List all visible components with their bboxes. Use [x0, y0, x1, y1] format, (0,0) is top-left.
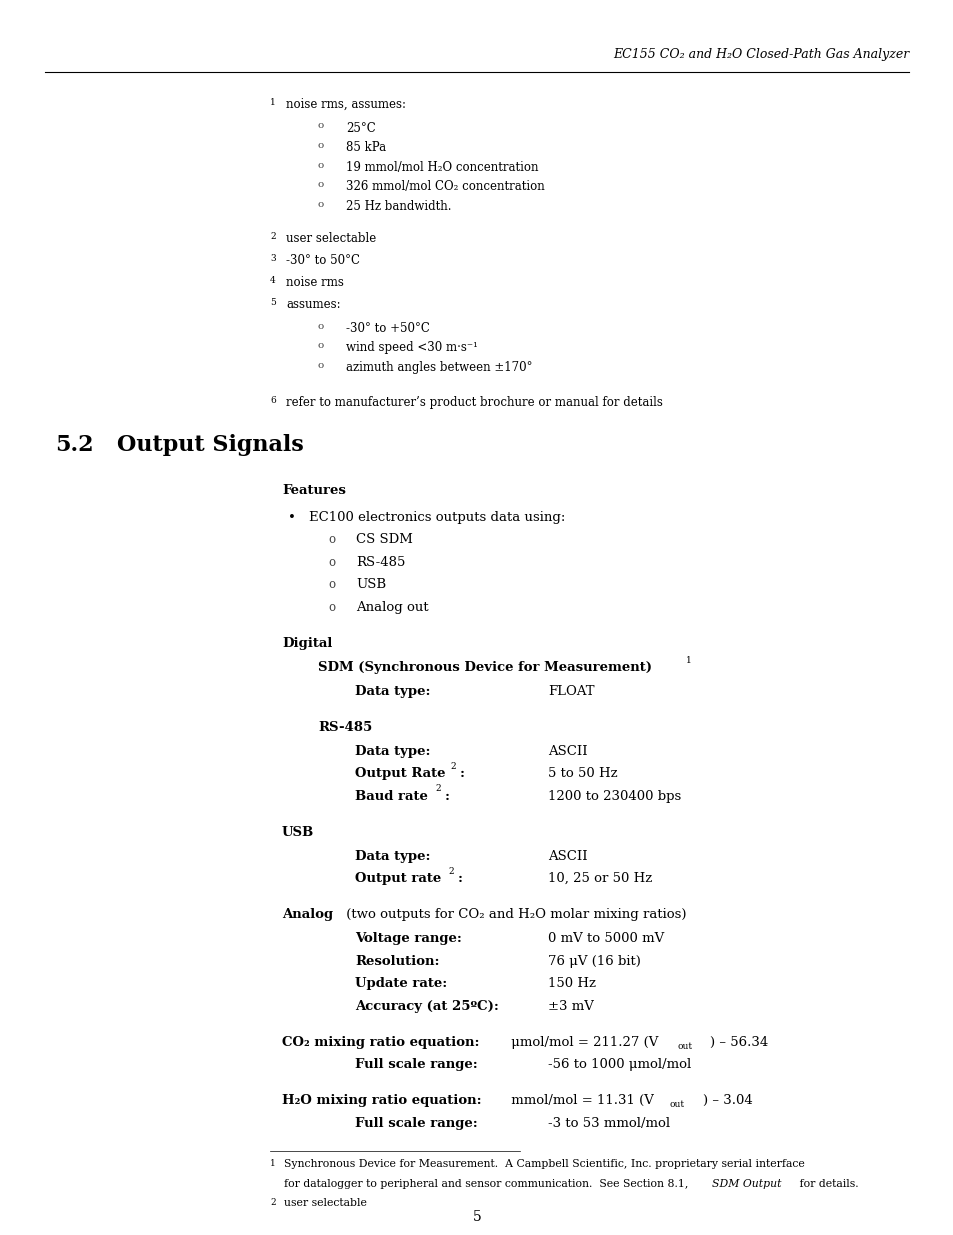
Text: azimuth angles between ±170°: azimuth angles between ±170°: [346, 361, 532, 374]
Text: out: out: [669, 1100, 684, 1109]
Text: 76 μV (16 bit): 76 μV (16 bit): [547, 955, 640, 967]
Text: H₂O mixing ratio equation:: H₂O mixing ratio equation:: [282, 1094, 481, 1107]
Text: Data type:: Data type:: [355, 684, 430, 698]
Text: :: :: [457, 872, 462, 885]
Text: Full scale range:: Full scale range:: [355, 1058, 477, 1071]
Text: -3 to 53 mmol/mol: -3 to 53 mmol/mol: [547, 1116, 669, 1130]
Text: 25°C: 25°C: [346, 121, 375, 135]
Text: 1: 1: [270, 1158, 275, 1167]
Text: Analog: Analog: [282, 908, 333, 921]
Text: o: o: [317, 121, 324, 131]
Text: ASCII: ASCII: [547, 745, 587, 757]
Text: o: o: [328, 556, 335, 568]
Text: 1: 1: [685, 656, 691, 664]
Text: 5 to 50 Hz: 5 to 50 Hz: [547, 767, 617, 781]
Text: 1: 1: [270, 98, 275, 107]
Text: RS-485: RS-485: [317, 720, 372, 734]
Text: ASCII: ASCII: [547, 850, 587, 862]
Text: 85 kPa: 85 kPa: [346, 141, 386, 154]
Text: o: o: [317, 161, 324, 169]
Text: Baud rate: Baud rate: [355, 789, 428, 803]
Text: user selectable: user selectable: [284, 1198, 367, 1208]
Text: Output Signals: Output Signals: [117, 433, 303, 456]
Text: Data type:: Data type:: [355, 745, 430, 757]
Text: user selectable: user selectable: [286, 232, 375, 246]
Text: RS-485: RS-485: [355, 556, 405, 568]
Text: 2: 2: [270, 1198, 275, 1207]
Text: wind speed <30 m·s⁻¹: wind speed <30 m·s⁻¹: [346, 341, 477, 354]
Text: for details.: for details.: [795, 1178, 858, 1188]
Text: Full scale range:: Full scale range:: [355, 1116, 477, 1130]
Text: :: :: [459, 767, 464, 781]
Text: :: :: [444, 789, 450, 803]
Text: o: o: [317, 341, 324, 351]
Text: 5.2: 5.2: [55, 433, 93, 456]
Text: ±3 mV: ±3 mV: [547, 999, 594, 1013]
Text: ) – 56.34: ) – 56.34: [709, 1036, 767, 1049]
Text: Accuracy (at 25ºC):: Accuracy (at 25ºC):: [355, 999, 498, 1013]
Text: 2: 2: [450, 762, 456, 771]
Text: SDM Output: SDM Output: [711, 1178, 781, 1188]
Text: Data type:: Data type:: [355, 850, 430, 862]
Text: -56 to 1000 μmol/mol: -56 to 1000 μmol/mol: [547, 1058, 691, 1071]
Text: Analog out: Analog out: [355, 600, 428, 614]
Text: o: o: [317, 361, 324, 369]
Text: CS SDM: CS SDM: [355, 534, 413, 546]
Text: o: o: [317, 200, 324, 209]
Text: 25 Hz bandwidth.: 25 Hz bandwidth.: [346, 200, 451, 212]
Text: 3: 3: [270, 254, 275, 263]
Text: SDM (Synchronous Device for Measurement): SDM (Synchronous Device for Measurement): [317, 661, 651, 673]
Text: FLOAT: FLOAT: [547, 684, 594, 698]
Text: 0 mV to 5000 mV: 0 mV to 5000 mV: [547, 932, 663, 945]
Text: assumes:: assumes:: [286, 298, 340, 311]
Text: Output Rate: Output Rate: [355, 767, 445, 781]
Text: 5: 5: [472, 1210, 481, 1224]
Text: o: o: [328, 600, 335, 614]
Text: 4: 4: [270, 277, 275, 285]
Text: out: out: [677, 1041, 691, 1051]
Text: •: •: [288, 510, 295, 524]
Text: 6: 6: [270, 395, 275, 405]
Text: EC100 electronics outputs data using:: EC100 electronics outputs data using:: [309, 510, 565, 524]
Text: (two outputs for CO₂ and H₂O molar mixing ratios): (two outputs for CO₂ and H₂O molar mixin…: [341, 908, 686, 921]
Text: noise rms, assumes:: noise rms, assumes:: [286, 98, 406, 111]
Text: o: o: [317, 321, 324, 331]
Text: 326 mmol/mol CO₂ concentration: 326 mmol/mol CO₂ concentration: [346, 180, 544, 193]
Text: 2: 2: [448, 867, 453, 876]
Text: USB: USB: [355, 578, 386, 592]
Text: Synchronous Device for Measurement.  A Campbell Scientific, Inc. proprietary ser: Synchronous Device for Measurement. A Ca…: [284, 1158, 804, 1168]
Text: Output rate: Output rate: [355, 872, 441, 885]
Text: Digital: Digital: [282, 636, 332, 650]
Text: o: o: [317, 141, 324, 149]
Text: Resolution:: Resolution:: [355, 955, 439, 967]
Text: 19 mmol/mol H₂O concentration: 19 mmol/mol H₂O concentration: [346, 161, 537, 173]
Text: o: o: [317, 180, 324, 189]
Text: USB: USB: [282, 826, 314, 839]
Text: ) – 3.04: ) – 3.04: [702, 1094, 752, 1107]
Text: CO₂ mixing ratio equation:: CO₂ mixing ratio equation:: [282, 1036, 479, 1049]
Text: EC155 CO₂ and H₂O Closed-Path Gas Analyzer: EC155 CO₂ and H₂O Closed-Path Gas Analyz…: [612, 47, 908, 61]
Text: μmol/mol = 211.27 (V: μmol/mol = 211.27 (V: [506, 1036, 658, 1049]
Text: Features: Features: [282, 484, 346, 496]
Text: mmol/mol = 11.31 (V: mmol/mol = 11.31 (V: [506, 1094, 653, 1107]
Text: 10, 25 or 50 Hz: 10, 25 or 50 Hz: [547, 872, 652, 885]
Text: 5: 5: [270, 298, 275, 308]
Text: noise rms: noise rms: [286, 277, 343, 289]
Text: Update rate:: Update rate:: [355, 977, 447, 990]
Text: 1200 to 230400 bps: 1200 to 230400 bps: [547, 789, 680, 803]
Text: o: o: [328, 534, 335, 546]
Text: -30° to 50°C: -30° to 50°C: [286, 254, 359, 267]
Text: Voltage range:: Voltage range:: [355, 932, 461, 945]
Text: -30° to +50°C: -30° to +50°C: [346, 321, 430, 335]
Text: 2: 2: [270, 232, 275, 241]
Text: refer to manufacturer’s product brochure or manual for details: refer to manufacturer’s product brochure…: [286, 395, 662, 409]
Text: for datalogger to peripheral and sensor communication.  See Section 8.1,: for datalogger to peripheral and sensor …: [284, 1178, 691, 1188]
Text: o: o: [328, 578, 335, 592]
Text: 150 Hz: 150 Hz: [547, 977, 596, 990]
Text: 2: 2: [435, 784, 440, 793]
